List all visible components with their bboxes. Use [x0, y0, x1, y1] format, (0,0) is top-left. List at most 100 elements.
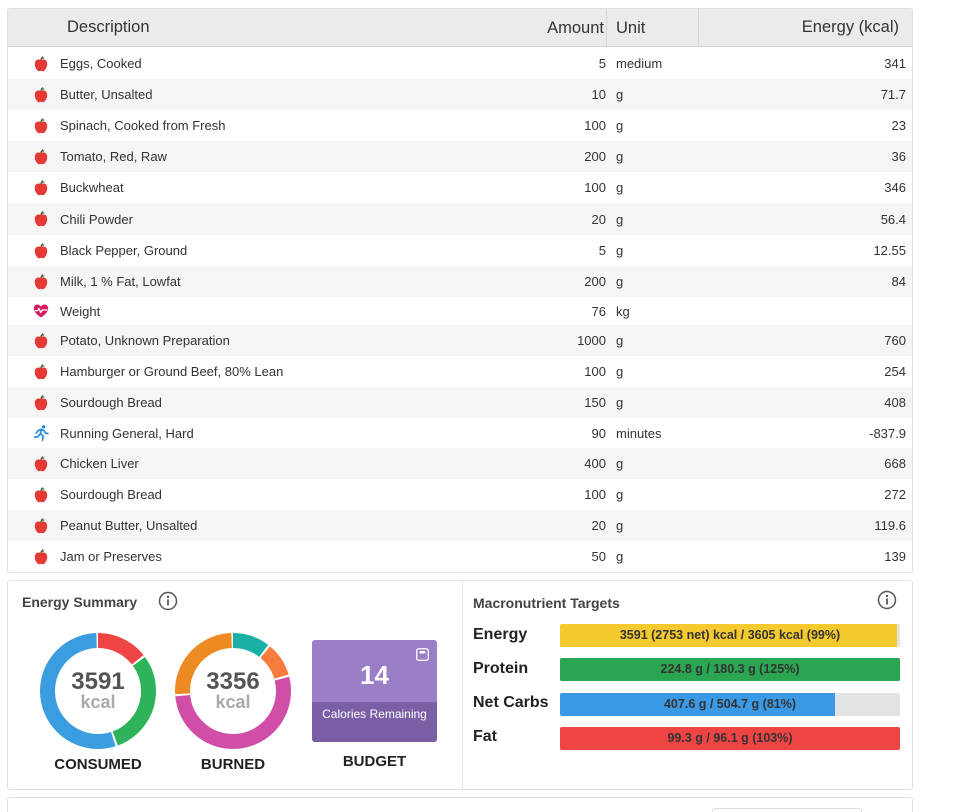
header-energy[interactable]: Energy (kcal)	[801, 18, 899, 36]
row-description: Milk, 1 % Fat, Lowfat	[60, 274, 181, 289]
scale-icon	[416, 648, 429, 661]
donut-segment[interactable]	[40, 633, 156, 749]
apple-icon	[32, 455, 50, 473]
table-row[interactable]: Spinach, Cooked from Fresh 100 g 23	[8, 110, 912, 141]
row-unit: g	[616, 274, 624, 289]
row-description: Tomato, Red, Raw	[60, 149, 167, 164]
macro-label: Energy	[473, 626, 528, 643]
row-unit: g	[616, 395, 624, 410]
info-icon[interactable]	[158, 591, 178, 611]
table-row[interactable]: Sourdough Bread 150 g 408	[8, 387, 912, 418]
row-description: Black Pepper, Ground	[60, 243, 188, 258]
row-description: Buckwheat	[60, 180, 124, 195]
apple-icon	[32, 242, 50, 260]
row-amount: 400	[584, 456, 606, 471]
table-row[interactable]: Black Pepper, Ground 5 g 12.55	[8, 235, 912, 266]
budget-value: 14	[360, 660, 389, 690]
table-row[interactable]: Eggs, Cooked 5 medium 341	[8, 48, 912, 79]
row-unit: g	[616, 118, 624, 133]
table-row[interactable]: Chicken Liver 400 g 668	[8, 448, 912, 479]
table-row[interactable]: Sourdough Bread 100 g 272	[8, 479, 912, 510]
apple-icon	[32, 517, 50, 535]
row-unit: minutes	[616, 425, 662, 441]
row-energy: 36	[891, 149, 906, 164]
row-description: Weight	[60, 303, 101, 319]
donut-segment[interactable]	[175, 633, 291, 749]
budget-label: BUDGET	[342, 753, 407, 770]
donut-segment[interactable]	[175, 633, 291, 749]
row-amount: 100	[584, 364, 606, 379]
row-unit: g	[616, 211, 624, 227]
row-amount: 20	[591, 518, 606, 533]
running-icon	[32, 424, 50, 442]
table-row[interactable]: Jam or Preserves 50 g 139	[8, 541, 912, 572]
macro-label: Protein	[473, 660, 529, 677]
row-unit: g	[616, 243, 624, 258]
table-row[interactable]: Hamburger or Ground Beef, 80% Lean 100 g 25…	[8, 356, 912, 387]
header-description[interactable]: Description	[67, 18, 150, 36]
macro-progress-bar[interactable]: 99.3 g / 96.1 g (103%)	[560, 727, 900, 750]
row-amount: 100	[584, 118, 606, 133]
row-energy: 341	[884, 56, 906, 71]
donut-segment[interactable]	[175, 633, 291, 749]
row-unit: g	[616, 549, 624, 564]
apple-icon	[32, 86, 50, 104]
row-amount: 50	[591, 549, 606, 564]
row-unit: g	[616, 456, 624, 471]
apple-icon	[32, 394, 50, 412]
diary-table: Description Amount Unit Energy (kcal) Eg…	[7, 8, 913, 573]
burned-donut-chart[interactable]	[173, 631, 293, 751]
header-unit[interactable]: Unit	[607, 9, 699, 46]
next-card-control[interactable]	[712, 808, 862, 812]
row-energy: -837.9	[869, 425, 906, 441]
donut-segment[interactable]	[40, 633, 156, 749]
table-row[interactable]: Milk, 1 % Fat, Lowfat 200 g 84	[8, 266, 912, 297]
header-amount[interactable]: Amount	[508, 9, 607, 46]
row-amount: 100	[584, 487, 606, 502]
apple-icon	[32, 210, 50, 228]
row-energy: 760	[884, 333, 906, 348]
row-amount: 5	[598, 243, 606, 258]
row-description: Potato, Unknown Preparation	[60, 333, 230, 348]
row-amount: 5	[598, 56, 606, 71]
table-row[interactable]: Running General, Hard 90 minutes -837.9	[8, 418, 912, 448]
macro-bar-text: 99.3 g / 96.1 g (103%)	[667, 731, 793, 745]
table-row[interactable]: Weight 76 kg	[8, 297, 912, 325]
macro-bar-text: 407.6 g / 504.7 g (81%)	[663, 697, 796, 711]
macro-targets-title: Macronutrient Targets	[473, 595, 620, 611]
macro-bar-text: 224.8 g / 180.3 g (125%)	[660, 662, 800, 676]
row-energy: 23	[891, 118, 906, 133]
budget-tile[interactable]: 14 Calories Remaining	[312, 640, 437, 742]
macro-progress-bar[interactable]: 224.8 g / 180.3 g (125%)	[560, 658, 900, 681]
row-energy: 254	[884, 364, 906, 379]
energy-summary-card: Energy Summary 3591 kcal CONSUMED 3356 k…	[7, 580, 913, 790]
row-unit: medium	[616, 56, 663, 71]
row-energy: 12.55	[873, 243, 906, 258]
row-description: Jam or Preserves	[60, 549, 162, 564]
donut-segment[interactable]	[40, 633, 156, 749]
budget-caption: Calories Remaining	[312, 702, 437, 742]
macro-progress-bar[interactable]: 3591 (2753 net) kcal / 3605 kcal (99%)	[560, 624, 900, 647]
apple-icon	[32, 117, 50, 135]
table-row[interactable]: Tomato, Red, Raw 200 g 36	[8, 141, 912, 172]
row-description: Butter, Unsalted	[60, 87, 153, 102]
table-row[interactable]: Potato, Unknown Preparation 1000 g 760	[8, 325, 912, 356]
row-description: Sourdough Bread	[60, 395, 162, 410]
table-row[interactable]: Buckwheat 100 g 346	[8, 172, 912, 203]
row-energy: 272	[884, 487, 906, 502]
table-row[interactable]: Chili Powder 20 g 56.4	[8, 203, 912, 235]
row-unit: g	[616, 364, 624, 379]
macro-bar-fill	[560, 624, 897, 647]
info-icon[interactable]	[877, 590, 897, 610]
table-row[interactable]: Butter, Unsalted 10 g 71.7	[8, 79, 912, 110]
row-description: Spinach, Cooked from Fresh	[60, 118, 226, 133]
row-amount: 1000	[577, 333, 606, 348]
consumed-donut-chart[interactable]	[38, 631, 158, 751]
table-row[interactable]: Peanut Butter, Unsalted 20 g 119.6	[8, 510, 912, 541]
row-description: Eggs, Cooked	[60, 56, 142, 71]
next-card-edge	[7, 797, 913, 812]
macro-progress-bar[interactable]: 407.6 g / 504.7 g (81%)	[560, 693, 900, 716]
apple-icon	[32, 332, 50, 350]
row-energy: 346	[884, 180, 906, 195]
energy-summary-title: Energy Summary	[22, 594, 138, 610]
